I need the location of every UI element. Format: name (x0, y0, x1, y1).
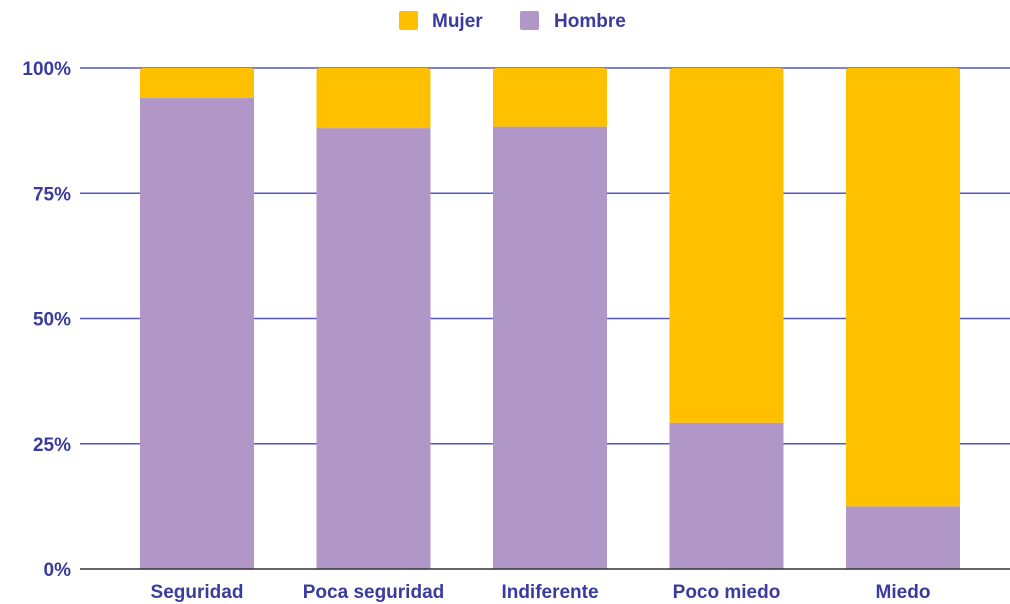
bar-mujer-poca-seguridad (316, 68, 431, 129)
legend-label-hombre: Hombre (554, 11, 626, 32)
legend-label-mujer: Mujer (432, 11, 483, 32)
bar-hombre-miedo (846, 506, 960, 569)
bar-mujer-miedo (846, 68, 960, 507)
y-tick-label: 50% (33, 310, 71, 331)
y-tick-label: 25% (33, 435, 71, 456)
x-tick-label: Poco miedo (673, 582, 781, 603)
x-tick-label: Indiferente (501, 582, 598, 603)
bar-hombre-poco-miedo (669, 422, 784, 569)
x-tick-label: Miedo (876, 582, 931, 603)
bar-hombre-poca-seguridad (316, 128, 431, 569)
x-tick-label: Seguridad (151, 582, 244, 603)
bars (140, 68, 960, 569)
legend-swatch-hombre (520, 11, 539, 30)
x-tick-label: Poca seguridad (303, 582, 445, 603)
y-tick-label: 100% (22, 59, 71, 80)
bar-mujer-seguridad (140, 68, 254, 99)
y-tick-label: 75% (33, 184, 71, 205)
bar-hombre-seguridad (140, 98, 254, 569)
x-axis: Seguridad Poca seguridad Indiferente Poco m… (80, 568, 1010, 603)
bar-mujer-poco-miedo (669, 68, 784, 423)
y-tick-label: 0% (44, 560, 72, 581)
bar-mujer-indiferente (493, 68, 607, 127)
y-axis: 0% 25% 50% 75% 100% (22, 59, 71, 581)
legend-swatch-mujer (399, 11, 418, 30)
legend: Mujer Hombre (399, 11, 626, 32)
bar-hombre-indiferente (493, 126, 607, 569)
